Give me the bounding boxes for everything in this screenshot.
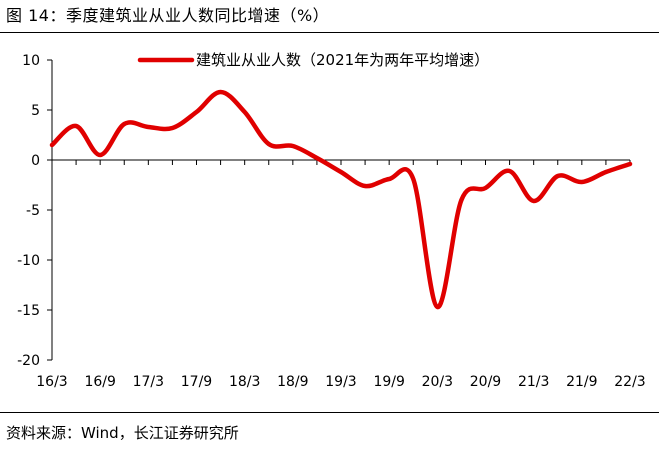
- x-tick-label: 18/3: [229, 374, 260, 390]
- y-tick-label: -10: [17, 253, 40, 269]
- x-tick-label: 21/9: [566, 374, 597, 390]
- data-point: [147, 126, 150, 129]
- x-tick-label: 19/9: [373, 374, 404, 390]
- data-point: [99, 154, 102, 157]
- data-point: [388, 178, 391, 181]
- x-tick-label: 18/9: [277, 374, 308, 390]
- x-tick-label: 20/3: [422, 374, 453, 390]
- legend-label: 建筑业从业人数（2021年为两年平均增速）: [196, 51, 489, 69]
- data-point: [340, 171, 343, 174]
- data-point: [267, 143, 270, 146]
- data-point: [412, 178, 415, 181]
- data-point: [436, 306, 439, 309]
- y-tick-label: 10: [22, 53, 40, 69]
- data-point: [171, 127, 174, 130]
- data-point: [604, 171, 607, 174]
- legend: 建筑业从业人数（2021年为两年平均增速）: [137, 51, 489, 69]
- line-chart: 10 5 0 -5 -10 -15 -20 16/3 16/9 17/3 17/9 18/3 18/9…: [17, 51, 646, 390]
- data-point: [219, 91, 222, 94]
- data-point: [51, 144, 54, 147]
- y-tick-label: 0: [31, 153, 40, 169]
- data-point: [364, 185, 367, 188]
- x-tick-label: 19/3: [325, 374, 356, 390]
- x-tick-label: 17/3: [133, 374, 164, 390]
- x-tick-label: 21/3: [518, 374, 549, 390]
- data-point: [580, 181, 583, 184]
- x-tick-label: 22/3: [614, 374, 645, 390]
- x-tick-label: 17/9: [181, 374, 212, 390]
- data-point: [291, 145, 294, 148]
- x-axis-ticks: 16/3 16/9 17/3 17/9 18/3 18/9 19/3 19/9 20/3 20/9…: [36, 160, 646, 390]
- y-tick-label: 5: [31, 103, 40, 119]
- data-point: [460, 199, 463, 202]
- data-point: [532, 200, 535, 203]
- data-point: [484, 187, 487, 190]
- figure-title: 图 14：季度建筑业从业人数同比增速（%）: [6, 6, 330, 25]
- y-tick-label: -20: [17, 353, 40, 369]
- x-tick-label: 20/9: [470, 374, 501, 390]
- y-tick-label: -5: [26, 203, 40, 219]
- x-tick-label: 16/3: [36, 374, 67, 390]
- x-tick-label: 16/9: [84, 374, 115, 390]
- y-tick-label: -15: [17, 303, 40, 319]
- source-divider: [0, 412, 659, 413]
- series-line: [49, 89, 633, 310]
- chart-axes: [51, 60, 630, 360]
- data-point: [123, 123, 126, 126]
- title-divider: [0, 32, 659, 33]
- data-point: [195, 111, 198, 114]
- data-point: [508, 170, 511, 173]
- data-point: [556, 175, 559, 178]
- data-point: [629, 163, 632, 166]
- source-note: 资料来源：Wind，长江证券研究所: [6, 424, 239, 442]
- data-point: [243, 111, 246, 114]
- y-axis-ticks: 10 5 0 -5 -10 -15 -20: [17, 53, 52, 369]
- data-point: [75, 125, 78, 128]
- series-layer: [49, 89, 633, 310]
- data-point: [315, 157, 318, 160]
